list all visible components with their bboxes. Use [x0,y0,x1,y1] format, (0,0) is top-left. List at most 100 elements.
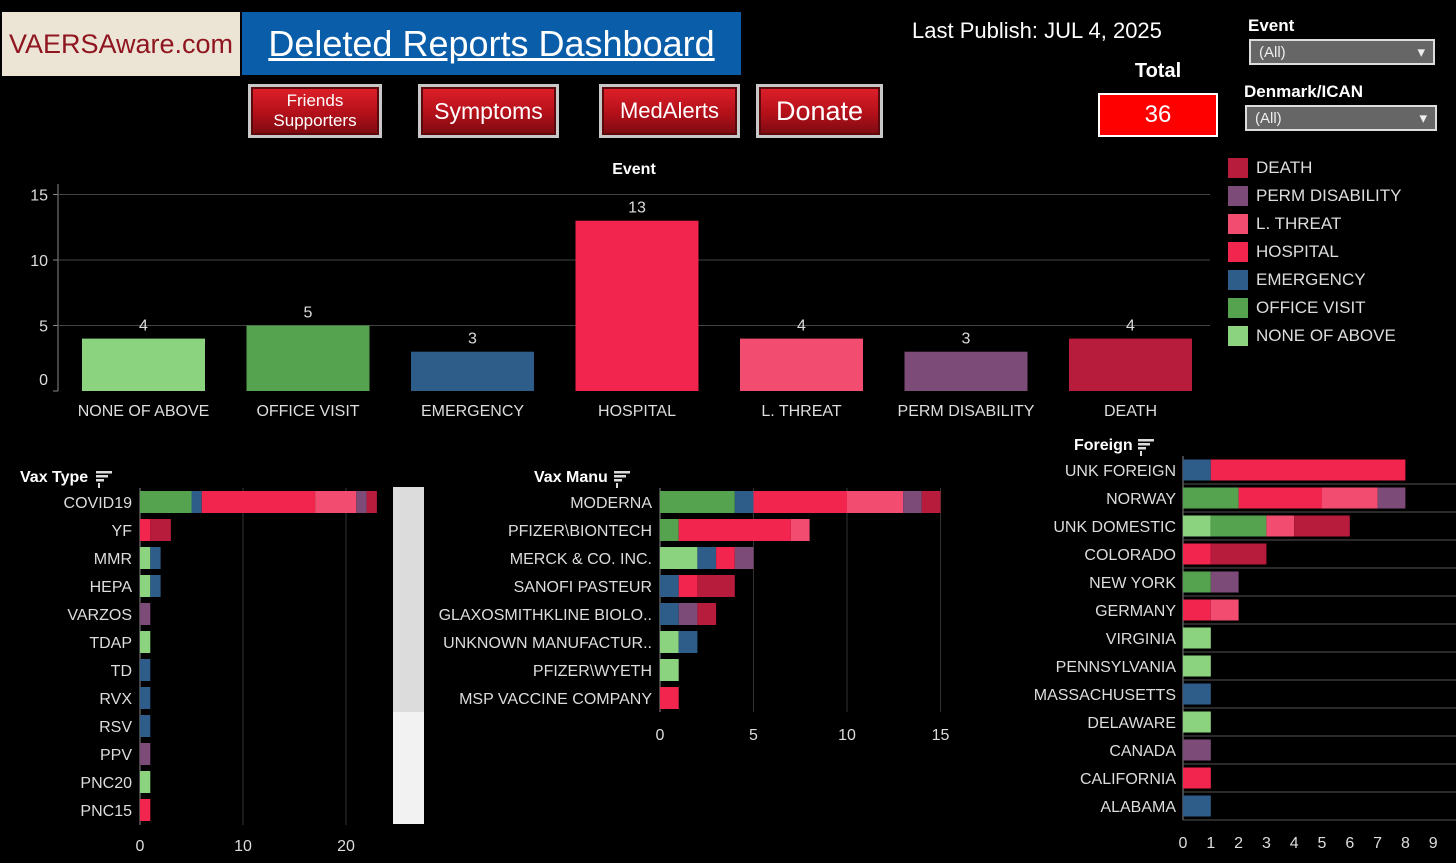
legend-swatch [1228,326,1248,346]
bar-segment-merck-co-inc-emergency [697,547,717,569]
scrollbar-thumb[interactable] [393,487,424,712]
x-tick-label: 5 [1318,835,1327,852]
data-label: 4 [1126,318,1135,335]
bar-segment-canada-perm-disability [1183,739,1211,761]
x-tick-label: 0 [136,838,145,855]
bar-segment-unknown-manufactur-none-of-above [660,631,679,653]
legend-label: HOSPITAL [1256,242,1339,261]
legend-item-death[interactable]: DEATH [1228,157,1312,179]
legend-item-hospital[interactable]: HOSPITAL [1228,241,1339,263]
medalerts-button[interactable]: MedAlerts [599,84,740,138]
bar-segment-pfizer-wyeth-none-of-above [660,659,679,681]
x-tick-label: 20 [337,838,355,855]
legend-item-emergency[interactable]: EMERGENCY [1228,269,1366,291]
event-filter-value: (All) [1259,43,1286,61]
bar-segment-norway-perm-disability [1377,487,1406,509]
total-label: Total [1134,60,1182,82]
legend-item-l-threat[interactable]: L. THREAT [1228,213,1341,235]
vax-manu-chart: Vax Manu 0 5 10 15 MODERNA PFIZER\BIONTECH MERC… [439,469,950,744]
denmark-filter-select[interactable]: (All) ▾ [1245,105,1437,131]
donate-button[interactable]: Donate [756,84,883,138]
bar-segment-ppv-perm-disability [140,743,151,765]
event-filter-select[interactable]: (All) ▾ [1249,39,1435,65]
row-label-msp-vaccine-company: MSP VACCINE COMPANY [459,691,652,708]
data-label: 4 [797,318,806,335]
x-tick-label: OFFICE VISIT [256,403,359,420]
bar-segment-glaxosmithkline-biolo-perm-disability [678,603,698,625]
sort-icon-stem [1140,451,1142,456]
row-label-germany: GERMANY [1095,603,1176,620]
bar-segment-covid19-office-visit [140,491,192,513]
legend-item-none-of-above[interactable]: NONE OF ABOVE [1228,325,1396,347]
friends-label: Friends [286,91,344,110]
x-tick-label: 4 [1290,835,1299,852]
legend-item-perm-disability[interactable]: PERM DISABILITY [1228,185,1401,207]
sort-icon-bar [1138,447,1146,450]
bar-segment-california-hospital [1183,767,1211,789]
bar-segment-covid19-perm-disability [356,491,367,513]
row-label-california: CALIFORNIA [1080,771,1176,788]
bar-office-visit [246,325,370,391]
chart-title: Vax Type [20,469,88,486]
x-tick-label: L. THREAT [761,403,842,420]
row-label-yf: YF [112,523,133,540]
row-label-norway: NORWAY [1106,491,1176,508]
row-label-pfizer-biontech: PFIZER\BIONTECH [508,523,652,540]
bar-segment-covid19-death [366,491,377,513]
sort-icon[interactable] [1138,439,1154,456]
foreign-chart: Foreign 0 1 2 3 4 5 6 7 8 9 UNK FOREIGN NORWAY UNK DO… [1034,437,1456,852]
bar-segment-merck-co-inc-perm-disability [734,547,754,569]
row-label-rvx: RVX [99,691,132,708]
bar-segment-delaware-none-of-above [1183,711,1211,733]
y-tick-label: 0 [39,372,48,389]
row-label-pnc15: PNC15 [80,803,132,820]
y-tick-label: 10 [30,253,48,270]
x-tick-label: EMERGENCY [421,403,524,420]
sort-icon[interactable] [96,471,112,488]
denmark-filter-value: (All) [1255,109,1282,127]
row-label-ppv: PPV [100,747,132,764]
logo[interactable]: VAERSAware.com [2,12,240,76]
bar-segment-moderna-death [921,491,941,513]
row-label-colorado: COLORADO [1084,547,1176,564]
dashboard-title[interactable]: Deleted Reports Dashboard [242,12,741,75]
bar-segment-glaxosmithkline-biolo-emergency [660,603,679,625]
friends-supporters-button[interactable]: Friends Supporters [248,84,382,138]
bar-segment-pnc15-hospital [140,799,151,821]
vax-type-chart: Vax Type 0 10 20 COVID19 YF MMR HEPA VARZOS TDAP T… [20,469,424,855]
bar-segment-rsv-emergency [140,715,151,737]
bar-segment-merck-co-inc-none-of-above [660,547,698,569]
chevron-down-icon: ▾ [1417,44,1425,61]
bar-segment-massachusetts-emergency [1183,683,1211,705]
bar-segment-unk-domestic-office-visit [1210,515,1267,537]
sort-icon-stem [98,483,100,488]
sort-icon[interactable] [614,471,630,488]
bar-segment-sanofi-pasteur-hospital [678,575,698,597]
x-tick-label: 15 [932,727,950,744]
bar-segment-hepa-emergency [150,575,161,597]
logo-text: VAERSAware.com [8,28,234,59]
bar-segment-unk-domestic-death [1294,515,1350,537]
bar-emergency [411,351,534,391]
medalerts-label: MedAlerts [619,98,720,123]
row-label-glaxosmithkline-biolo: GLAXOSMITHKLINE BIOLO.. [439,607,652,624]
data-label: 3 [468,331,477,348]
row-label-td: TD [111,663,132,680]
symptoms-button[interactable]: Symptoms [418,84,559,138]
chart-title: Foreign [1074,437,1133,454]
bar-segment-pennsylvania-none-of-above [1183,655,1211,677]
bar-segment-colorado-hospital [1183,543,1211,565]
bar-segment-pfizer-biontech-office-visit [660,519,679,541]
data-label: 5 [304,305,313,322]
bar-death [1069,338,1192,391]
bar-segment-rvx-emergency [140,687,151,709]
bar-segment-moderna-l-threat [847,491,904,513]
legend-swatch [1228,186,1248,206]
row-label-delaware: DELAWARE [1087,715,1176,732]
bar-segment-virginia-none-of-above [1183,627,1211,649]
x-tick-label: 10 [838,727,856,744]
legend-item-office-visit[interactable]: OFFICE VISIT [1228,297,1366,319]
bar-segment-yf-death [150,519,171,541]
bar-segment-sanofi-pasteur-death [697,575,735,597]
row-label-tdap: TDAP [89,635,132,652]
